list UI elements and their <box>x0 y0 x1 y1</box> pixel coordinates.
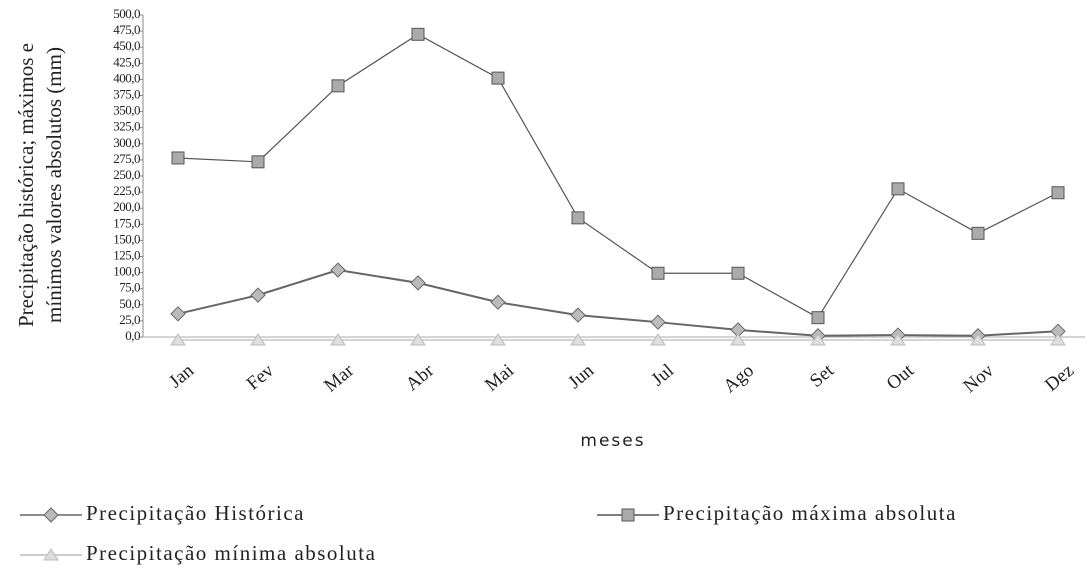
legend-label: Precipitação mínima absoluta <box>86 541 376 565</box>
y-tick-label: 250,0 <box>113 167 140 182</box>
data-point <box>570 333 586 346</box>
x-tick-label: Jan <box>165 360 198 393</box>
data-point <box>651 266 665 280</box>
data-point <box>891 182 905 196</box>
data-point <box>650 314 666 330</box>
y-axis-title: Precipitação histórica; máximos e <box>14 43 38 327</box>
data-point <box>410 333 426 346</box>
data-point <box>331 79 345 93</box>
data-point <box>890 333 906 346</box>
data-point <box>571 211 585 225</box>
data-point <box>411 27 425 41</box>
data-point <box>490 333 506 346</box>
y-tick-label: 400,0 <box>113 70 140 85</box>
data-point <box>810 333 826 346</box>
series-line <box>177 268 1059 337</box>
data-point <box>251 155 265 169</box>
y-tick-label: 325,0 <box>113 119 140 134</box>
series-line <box>177 33 1059 319</box>
y-tick-label: 275,0 <box>113 151 140 166</box>
y-tick-label: 100,0 <box>113 264 140 279</box>
legend-marker <box>43 507 59 523</box>
data-point <box>170 333 186 346</box>
data-point <box>490 294 506 310</box>
data-point <box>650 333 666 346</box>
data-point <box>250 287 266 303</box>
data-point <box>171 151 185 165</box>
y-tick-label: 375,0 <box>113 86 140 101</box>
x-tick-label: Set <box>806 360 839 392</box>
data-point <box>570 307 586 323</box>
x-tick-label: Jun <box>564 360 598 393</box>
data-point <box>170 306 186 322</box>
y-tick-label: 175,0 <box>113 215 140 230</box>
y-tick-label: 500,0 <box>113 6 140 21</box>
x-axis-title: meses <box>580 431 645 451</box>
x-tick-label: Ago <box>719 360 758 397</box>
y-axis-title: mínimos valores absolutos (mm) <box>42 47 66 323</box>
y-tick-label: 425,0 <box>113 54 140 69</box>
y-tick-label: 200,0 <box>113 199 140 214</box>
y-tick-label: 125,0 <box>113 247 140 262</box>
y-tick-label: 475,0 <box>113 22 140 37</box>
legend-label: Precipitação Histórica <box>86 501 305 525</box>
y-tick-label: 75,0 <box>119 280 140 295</box>
y-tick-label: 150,0 <box>113 231 140 246</box>
y-tick-label: 350,0 <box>113 103 140 118</box>
data-point <box>330 333 346 346</box>
x-tick-label: Jul <box>648 360 678 390</box>
x-tick-label: Mai <box>481 360 518 396</box>
y-tick-label: 450,0 <box>113 38 140 53</box>
data-point <box>330 262 346 278</box>
data-point <box>811 311 825 325</box>
data-point <box>1050 333 1066 346</box>
data-point <box>971 226 985 240</box>
data-point <box>970 333 986 346</box>
x-tick-label: Dez <box>1041 360 1078 396</box>
y-tick-label: 50,0 <box>119 296 140 311</box>
y-tick-label: 25,0 <box>119 312 140 327</box>
data-point <box>250 333 266 346</box>
y-tick-label: 0,0 <box>125 328 140 343</box>
y-tick-label: 300,0 <box>113 135 140 150</box>
data-point <box>730 333 746 346</box>
x-tick-label: Abr <box>402 360 439 396</box>
legend-marker <box>43 548 59 561</box>
data-point <box>731 266 745 280</box>
legend-marker <box>621 508 635 522</box>
data-point <box>491 71 505 85</box>
data-point <box>410 275 426 291</box>
x-tick-label: Mar <box>320 360 358 397</box>
legend-label: Precipitação máxima absoluta <box>663 501 957 525</box>
data-point <box>1051 186 1065 200</box>
x-tick-label: Fev <box>243 360 279 395</box>
x-tick-label: Nov <box>959 360 998 397</box>
x-tick-label: Out <box>883 360 919 395</box>
y-tick-label: 225,0 <box>113 183 140 198</box>
